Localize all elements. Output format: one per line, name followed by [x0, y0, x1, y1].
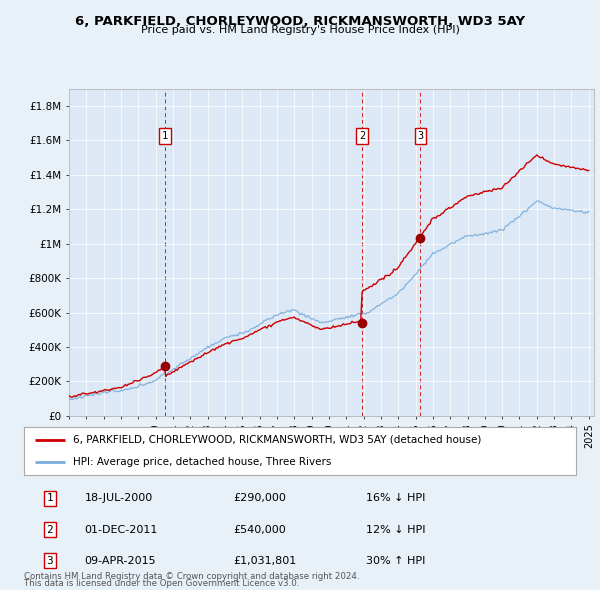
- Text: 6, PARKFIELD, CHORLEYWOOD, RICKMANSWORTH, WD3 5AY: 6, PARKFIELD, CHORLEYWOOD, RICKMANSWORTH…: [75, 15, 525, 28]
- Text: This data is licensed under the Open Government Licence v3.0.: This data is licensed under the Open Gov…: [24, 579, 299, 588]
- Text: 1: 1: [162, 131, 168, 141]
- Text: 2: 2: [359, 131, 365, 141]
- Text: 3: 3: [417, 131, 424, 141]
- Text: £1,031,801: £1,031,801: [234, 556, 297, 566]
- Text: 09-APR-2015: 09-APR-2015: [85, 556, 157, 566]
- Text: Contains HM Land Registry data © Crown copyright and database right 2024.: Contains HM Land Registry data © Crown c…: [24, 572, 359, 581]
- Text: 1: 1: [47, 493, 53, 503]
- Text: HPI: Average price, detached house, Three Rivers: HPI: Average price, detached house, Thre…: [73, 457, 331, 467]
- Text: £540,000: £540,000: [234, 525, 287, 535]
- Text: 30% ↑ HPI: 30% ↑ HPI: [366, 556, 425, 566]
- Text: 18-JUL-2000: 18-JUL-2000: [85, 493, 153, 503]
- Text: 12% ↓ HPI: 12% ↓ HPI: [366, 525, 426, 535]
- Text: 3: 3: [47, 556, 53, 566]
- Text: 16% ↓ HPI: 16% ↓ HPI: [366, 493, 425, 503]
- Text: £290,000: £290,000: [234, 493, 287, 503]
- Text: 2: 2: [47, 525, 53, 535]
- Text: 01-DEC-2011: 01-DEC-2011: [85, 525, 158, 535]
- Text: 6, PARKFIELD, CHORLEYWOOD, RICKMANSWORTH, WD3 5AY (detached house): 6, PARKFIELD, CHORLEYWOOD, RICKMANSWORTH…: [73, 435, 481, 445]
- Text: Price paid vs. HM Land Registry's House Price Index (HPI): Price paid vs. HM Land Registry's House …: [140, 25, 460, 35]
